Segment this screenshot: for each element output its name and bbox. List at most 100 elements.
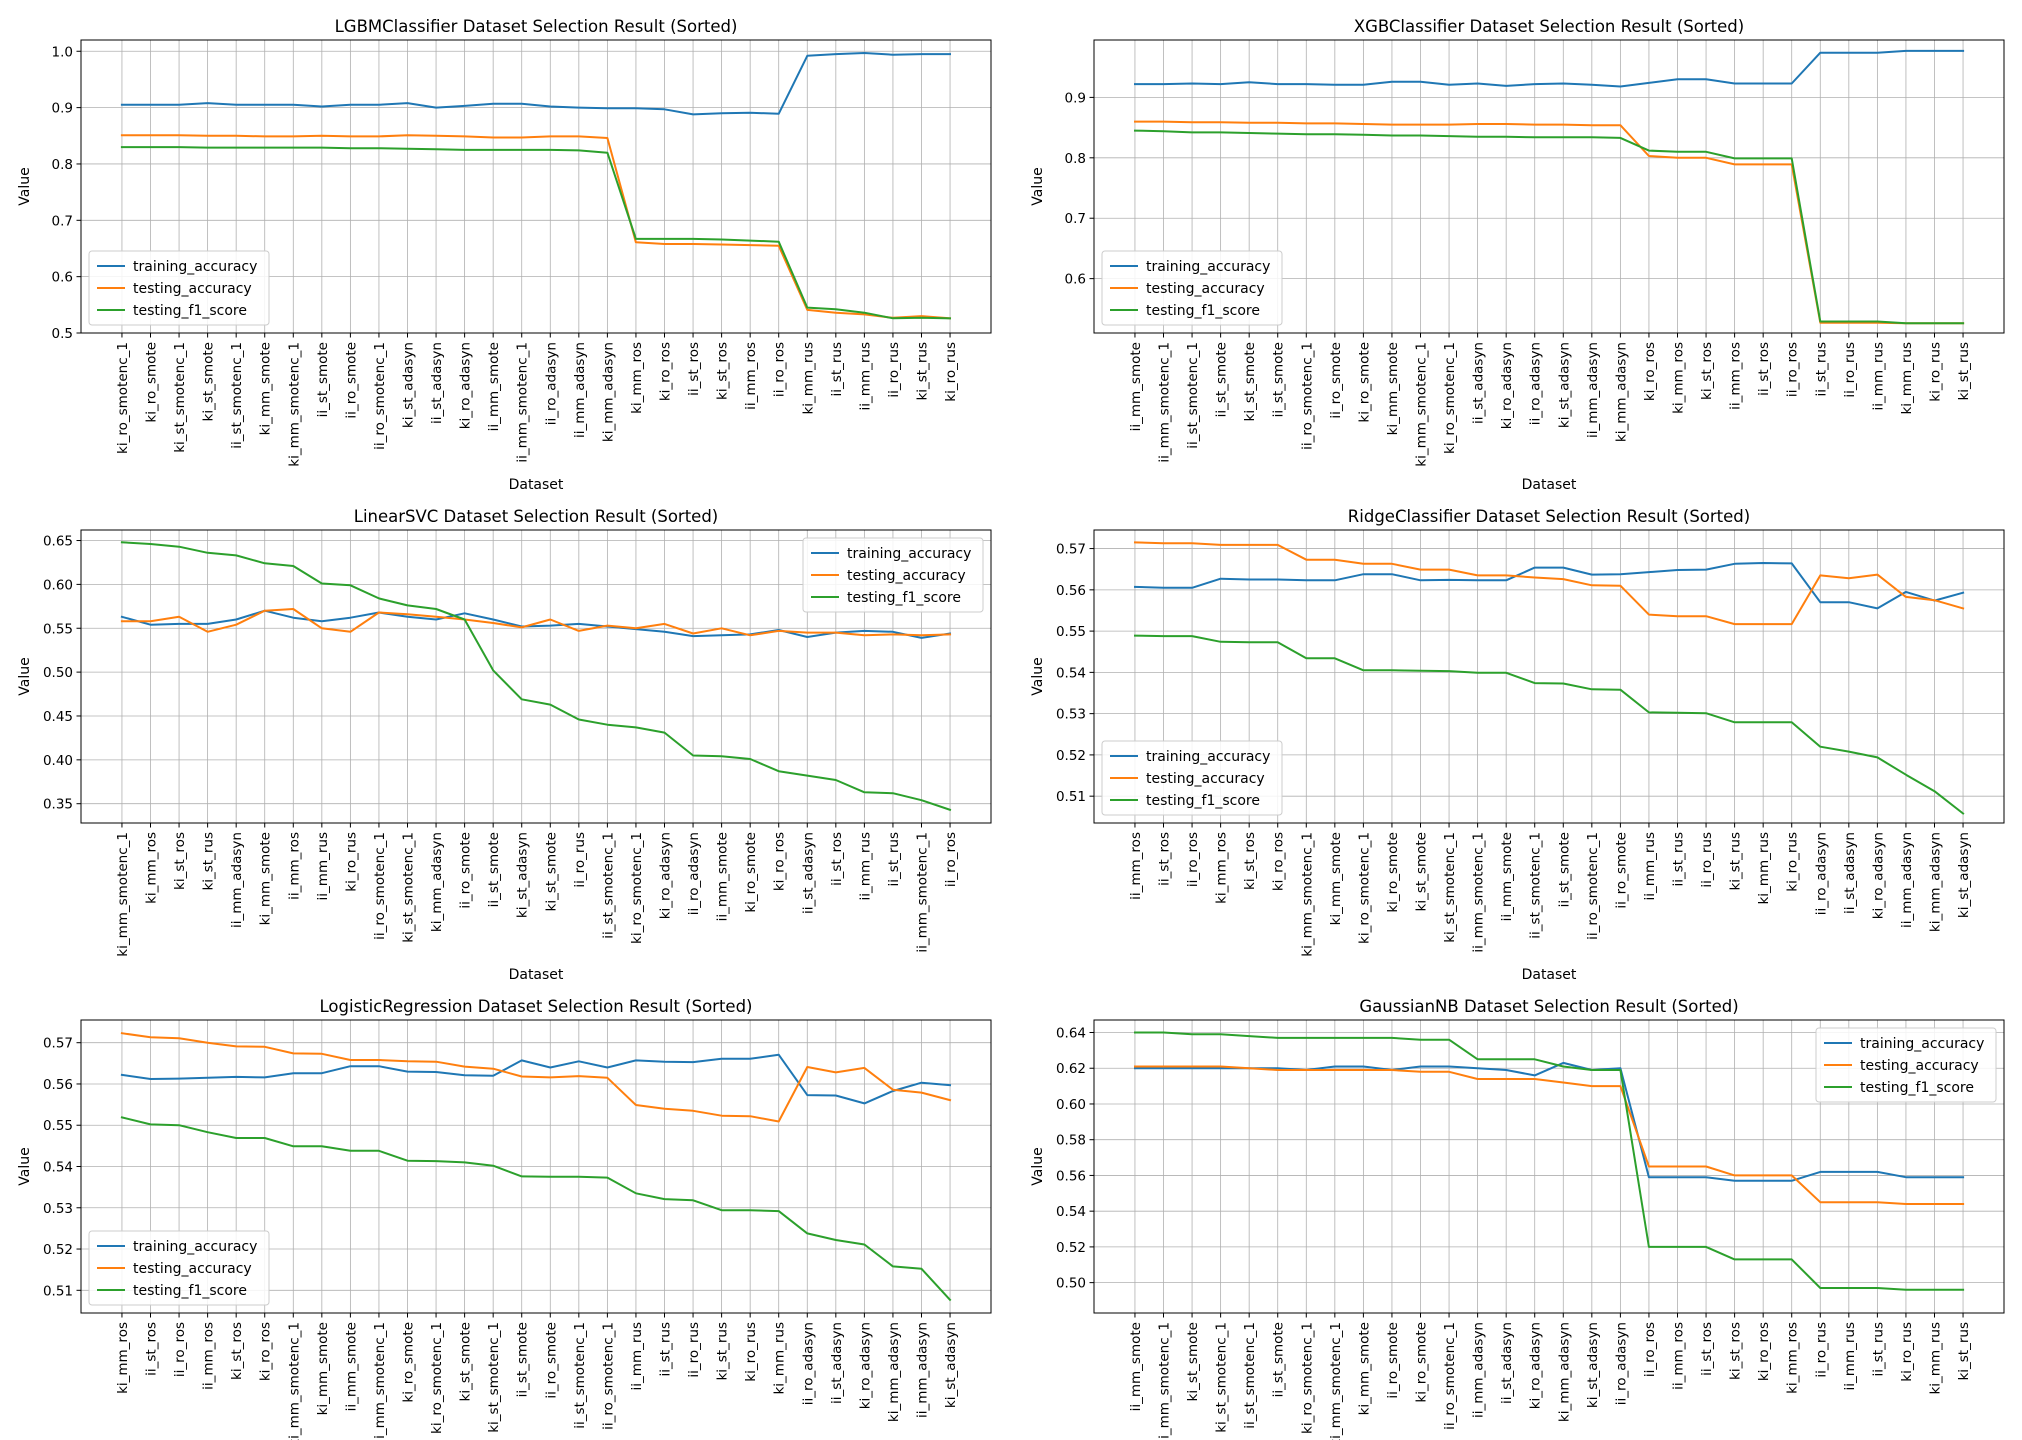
x-tick-label: ki_ro_adasyn <box>458 342 474 429</box>
x-tick-label: ii_st_smote <box>1271 1322 1287 1397</box>
x-tick-label: ii_st_adasyn <box>429 342 445 424</box>
y-axis-label: Value <box>1030 1147 1046 1185</box>
y-axis-label: Value <box>17 1147 33 1185</box>
x-tick-label: ki_st_smote <box>1242 342 1258 421</box>
y-tick-label: 0.55 <box>1056 624 1086 640</box>
chart-title: XGBClassifier Dataset Selection Result (… <box>1354 17 1744 36</box>
x-tick-label: ki_ro_adasyn <box>1499 342 1515 429</box>
x-tick-label: ii_st_ros <box>686 342 702 396</box>
x-tick-label: ki_mm_rus <box>800 342 816 415</box>
x-tick-label: ii_ro_ros <box>772 342 788 397</box>
legend-box <box>88 250 270 326</box>
x-tick-label: ki_mm_adasyn <box>1927 832 1943 932</box>
legend-label: testing_accuracy <box>847 568 966 584</box>
x-tick-label: ii_mm_smotenc_1 <box>1471 832 1487 953</box>
chart-panel-4: ii_mm_ros ii_st_ros ii_ro_ros ki_mm_ros ki_s… <box>1030 507 2005 983</box>
x-tick-label: ki_st_rus <box>201 832 217 891</box>
x-tick-label: ii_st_rus <box>657 1322 673 1376</box>
y-tick-label: 0.54 <box>43 1160 73 1176</box>
y-tick-label: 0.35 <box>43 797 73 813</box>
legend-box <box>1101 250 1283 326</box>
x-tick-label: ki_ro_adasyn <box>657 832 673 919</box>
x-tick-label: ii_mm_ros <box>1728 342 1744 410</box>
x-tick-label: ki_mm_adasyn <box>429 832 445 932</box>
x-tick-label: ii_ro_adasyn <box>1528 342 1544 425</box>
x-tick-label: ki_mm_smotenc_1 <box>1414 342 1430 467</box>
x-tick-label: ii_ro_adasyn <box>800 1322 816 1405</box>
y-tick-label: 0.9 <box>52 101 73 117</box>
x-tick-label: ki_ro_rus <box>343 832 359 892</box>
legend-box <box>1815 1027 1997 1103</box>
x-tick-label: ki_mm_ros <box>115 1322 131 1394</box>
x-tick-label: ii_st_smotenc_1 <box>572 1322 588 1429</box>
y-tick-label: 0.51 <box>43 1283 73 1299</box>
x-tick-label: ki_st_smote <box>543 832 559 911</box>
x-tick-label: ii_st_smotenc_1 <box>1242 1322 1258 1429</box>
x-tick-label: ki_mm_ros <box>1670 342 1686 414</box>
legend-label: testing_f1_score <box>133 303 247 319</box>
y-tick-label: 0.6 <box>52 270 73 286</box>
x-tick-label: ii_st_smote <box>486 832 502 907</box>
x-tick-label: ii_ro_smote <box>543 1322 559 1399</box>
x-tick-label: ii_st_ros <box>1157 832 1173 886</box>
x-axis-label: Dataset <box>509 967 564 983</box>
y-tick-label: 0.7 <box>52 213 73 229</box>
x-tick-label: ii_mm_rus <box>629 1322 645 1390</box>
y-tick-label: 0.55 <box>43 621 73 637</box>
y-tick-label: 0.56 <box>1056 1168 1086 1184</box>
x-tick-label: ki_ro_ros <box>657 342 673 401</box>
y-tick-label: 0.40 <box>43 753 73 769</box>
x-tick-label: ki_mm_smotenc_1 <box>286 342 302 467</box>
x-tick-label: ki_mm_rus <box>772 1322 788 1395</box>
x-tick-label: ki_mm_ros <box>144 832 160 904</box>
legend-label: testing_f1_score <box>1146 793 1260 809</box>
x-tick-label: ki_ro_adasyn <box>1528 1322 1544 1409</box>
x-tick-label: ii_mm_ros <box>1128 832 1144 900</box>
x-tick-label: ii_st_ros <box>144 1322 160 1376</box>
x-tick-label: ii_mm_ros <box>1670 1322 1686 1390</box>
x-tick-label: ii_st_smotenc_1 <box>1528 832 1544 939</box>
x-tick-label: ki_st_rus <box>1956 1322 1972 1381</box>
x-tick-label: ii_mm_smote <box>1499 832 1515 921</box>
y-tick-label: 0.65 <box>43 534 73 550</box>
chart-panel-5: ki_mm_ros ii_st_ros ii_ro_ros ii_mm_ros ki_s… <box>17 997 992 1440</box>
x-tick-label: ii_st_smote <box>1214 342 1230 417</box>
x-tick-label: ii_st_smote <box>1556 832 1572 907</box>
legend-label: testing_f1_score <box>847 590 961 606</box>
x-tick-label: ki_st_smote <box>458 1322 474 1401</box>
x-tick-label: ii_mm_rus <box>1642 832 1658 900</box>
chart-title: LogisticRegression Dataset Selection Res… <box>320 997 753 1016</box>
x-tick-label: ii_st_adasyn <box>829 1322 845 1404</box>
x-tick-label: ki_st_adasyn <box>401 342 417 428</box>
series-line-testing_f1_score <box>1133 634 1965 815</box>
x-tick-label: ki_st_ros <box>229 1322 245 1380</box>
x-tick-label: ii_st_smotenc_1 <box>600 832 616 939</box>
x-tick-label: ki_mm_adasyn <box>1613 342 1629 442</box>
x-tick-label: ii_ro_ros <box>1185 832 1201 887</box>
legend-label: testing_f1_score <box>1860 1080 1974 1096</box>
x-tick-label: ki_mm_smote <box>1385 342 1401 435</box>
y-tick-label: 0.57 <box>43 1036 73 1052</box>
x-tick-label: ii_ro_adasyn <box>686 832 702 915</box>
x-tick-label: ki_st_rus <box>715 1322 731 1381</box>
y-tick-label: 1.0 <box>52 44 73 60</box>
x-axis-label: Dataset <box>1522 477 1577 493</box>
x-tick-label: ki_st_adasyn <box>1556 342 1572 428</box>
legend-box <box>88 1230 270 1306</box>
x-tick-label: ki_ro_smote <box>1414 1322 1430 1403</box>
x-axis-label: Dataset <box>509 477 564 493</box>
x-tick-label: ii_ro_adasyn <box>543 342 559 425</box>
legend-label: testing_accuracy <box>133 1261 252 1277</box>
y-axis-label: Value <box>17 657 33 695</box>
x-tick-label: ki_st_smotenc_1 <box>401 832 417 943</box>
legend-label: testing_accuracy <box>1146 771 1265 787</box>
series-line-testing_f1_score <box>120 541 952 812</box>
x-tick-label: ki_st_smotenc_1 <box>172 342 188 453</box>
x-tick-label: ki_ro_adasyn <box>1870 832 1886 919</box>
plot-frame <box>80 39 992 334</box>
x-tick-label: ki_ro_smote <box>144 342 160 423</box>
x-tick-label: ki_mm_adasyn <box>600 342 616 442</box>
x-tick-label: ki_mm_smote <box>1328 832 1344 925</box>
x-tick-label: ki_st_smote <box>201 342 217 421</box>
legend: training_accuracy testing_accuracytesting… <box>1101 740 1283 816</box>
